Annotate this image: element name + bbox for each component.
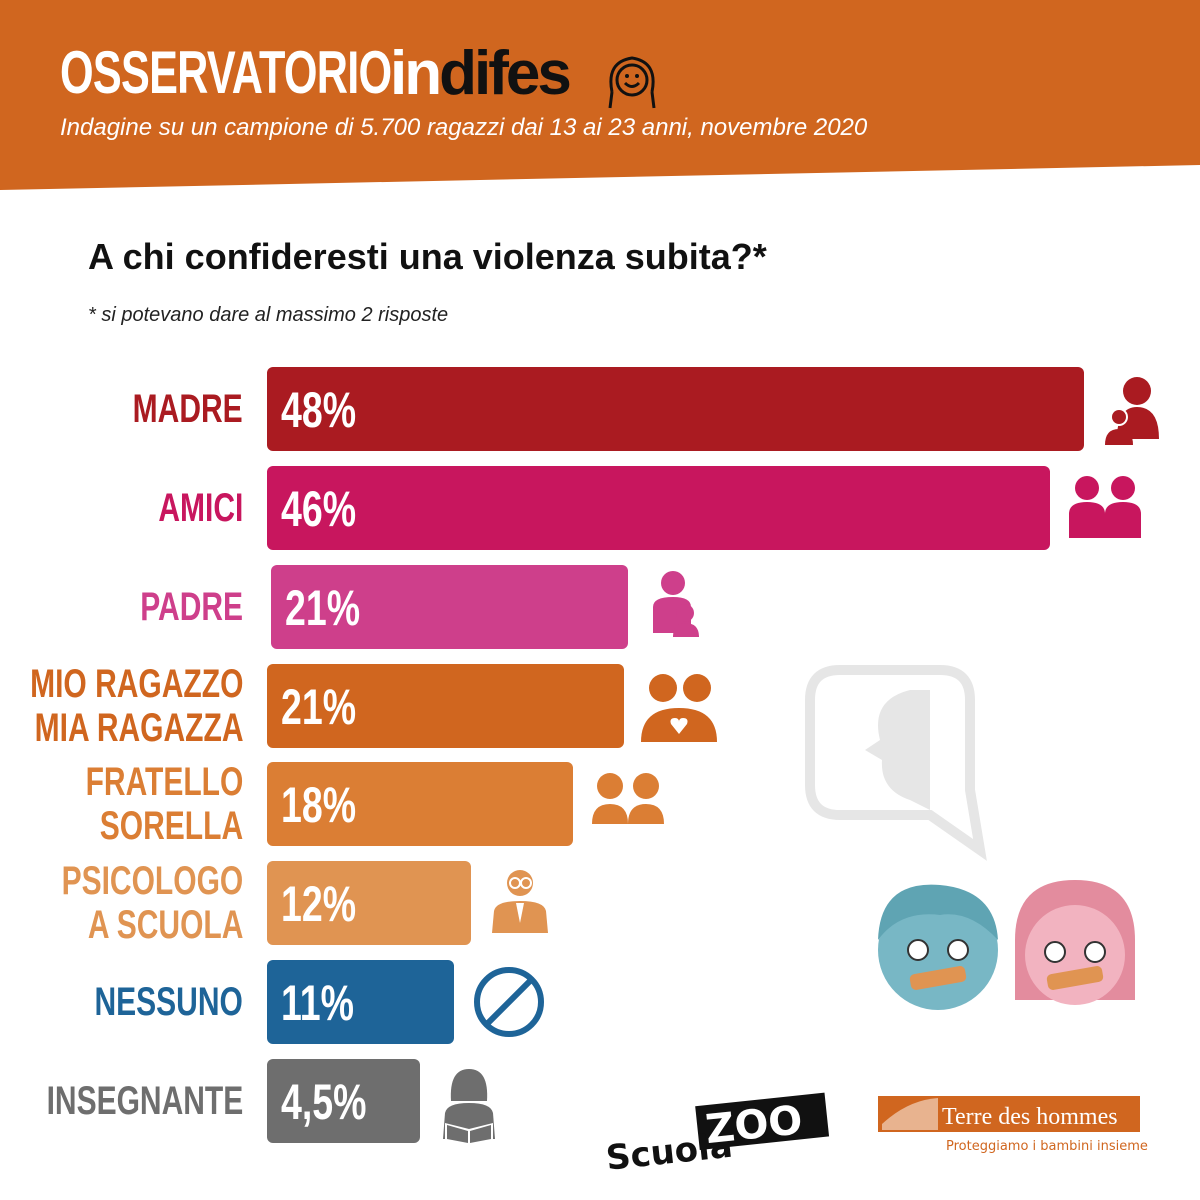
brand-in: in [390,39,442,108]
bar-row: PADRE 21% [0,565,1200,649]
bar-row: MADRE 48% [0,367,1200,451]
girl-face-icon [608,56,656,109]
category-label: MADRE [96,367,243,451]
category-label-line: SORELLA [99,804,243,848]
category-label: INSEGNANTE [0,1059,243,1143]
svg-text:ZOO: ZOO [703,1097,804,1153]
category-label-line: A SCUOLA [87,903,243,947]
category-label-line: FRATELLO [85,760,243,804]
brand-difes: difes [439,39,572,108]
category-label-line: NESSUNO [94,980,243,1024]
value-label: 21% [285,580,361,636]
bar-row: INSEGNANTE 4,5% [0,1059,1200,1145]
bar: 12% [267,861,472,945]
category-label: MIO RAGAZZO MIA RAGAZZA [0,662,243,750]
subtitle: Indagine su un campione di 5.700 ragazzi… [60,114,868,141]
category-label-line: PSICOLOGO [61,859,243,903]
teacher-icon [443,1069,495,1145]
category-label-line: MIO RAGAZZO [29,662,243,706]
category-label: FRATELLO SORELLA [33,760,243,848]
father-child-icon [653,571,700,637]
category-label-line: AMICI [158,486,243,530]
value-label: 46% [281,481,357,537]
bar-row: NESSUNO 11% [0,960,1200,1044]
bar: 46% [267,466,1050,550]
value-label: 18% [281,777,357,833]
bar: 48% [267,367,1084,451]
category-label-line: PADRE [140,585,243,629]
scuolazoo-logo: Scuola ZOO [598,1092,838,1179]
value-label: 21% [281,679,357,735]
value-label: 4,5% [281,1074,367,1130]
category-label: AMICI [130,466,243,550]
girl-face-mute-icon [1015,880,1135,1005]
bar-row: PSICOLOGO A SCUOLA 12% [0,859,1200,947]
psychologist-icon [492,870,549,933]
chart-title: A chi confideresti una violenza subita?* [88,236,767,277]
svg-text:Proteggiamo i bambini insieme: Proteggiamo i bambini insieme [946,1139,1148,1154]
svg-text:Terre des hommes: Terre des hommes [942,1104,1118,1130]
boy-face-icon [878,884,998,1010]
category-label-line: INSEGNANTE [46,1079,243,1123]
value-label: 48% [281,382,357,438]
bar: 18% [267,762,574,846]
category-label: NESSUNO [45,960,243,1044]
siblings-icon [592,773,665,824]
couple-heart-icon [641,674,718,742]
mother-child-icon [1105,377,1159,445]
chart-note: * si potevano dare al massimo 2 risposte [88,304,449,326]
bar: 11% [267,960,455,1044]
category-label: PADRE [106,565,243,649]
bar-row: MIO RAGAZZO MIA RAGAZZA 21% [0,662,1200,750]
category-label-line: MADRE [132,387,243,431]
category-label-line: MIA RAGAZZA [34,706,243,750]
bar-row: AMICI 46% [0,466,1200,550]
value-label: 12% [281,876,357,932]
silence-illustration-icon [805,665,1135,1010]
category-label: PSICOLOGO A SCUOLA [1,859,243,947]
brand-logo: OSSERVATORIO indifes [60,38,572,108]
bar: 4,5% [267,1059,420,1143]
friends-icon [1068,476,1141,538]
bar-row: FRATELLO SORELLA 18% [0,760,1200,848]
value-label: 11% [281,975,354,1031]
bar: 21% [271,565,629,649]
bar: 21% [267,664,625,748]
terre-des-hommes-logo: Terre des hommes Proteggiamo i bambini in… [878,1096,1148,1161]
header-banner [0,0,1200,190]
prohibited-icon [474,967,545,1037]
brand-osservatorio: OSSERVATORIO [60,39,392,106]
